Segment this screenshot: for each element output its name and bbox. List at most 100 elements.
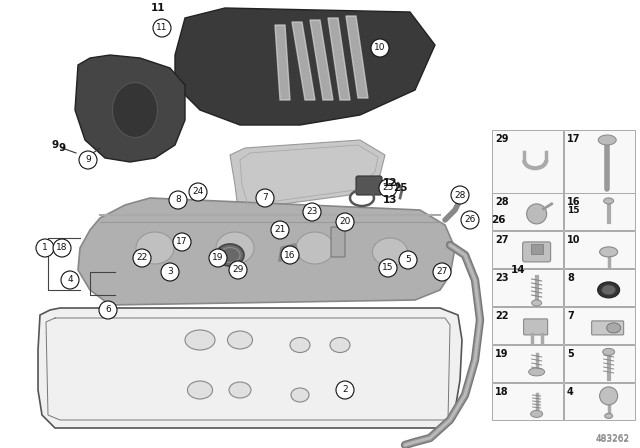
Circle shape [161,263,179,281]
Circle shape [169,191,187,209]
Text: 27: 27 [436,267,448,276]
Text: 17: 17 [567,134,580,144]
Bar [564,383,635,420]
Text: 22: 22 [136,254,148,263]
Text: 29: 29 [495,134,509,144]
Text: 13: 13 [383,195,397,205]
Ellipse shape [532,300,541,306]
Bar [531,244,543,254]
FancyBboxPatch shape [591,321,623,335]
Circle shape [53,239,71,257]
Ellipse shape [603,349,614,355]
Circle shape [79,151,97,169]
Text: 15: 15 [567,206,579,215]
Text: 9: 9 [58,143,65,153]
Ellipse shape [598,282,620,298]
Text: 11: 11 [156,23,168,33]
Circle shape [173,233,191,251]
Ellipse shape [330,337,350,353]
Polygon shape [275,25,290,100]
Text: 29: 29 [232,266,244,275]
Text: 22: 22 [495,311,509,321]
Text: 19: 19 [495,349,509,359]
Ellipse shape [600,247,618,257]
Text: 25: 25 [393,183,407,193]
Text: 5: 5 [405,255,411,264]
Ellipse shape [216,232,254,264]
Bar [492,307,563,344]
Bar [564,130,635,193]
Polygon shape [75,55,185,162]
Ellipse shape [227,331,253,349]
Text: 9: 9 [51,140,59,150]
Text: 12: 12 [383,178,397,188]
Text: 23: 23 [307,207,317,216]
Ellipse shape [531,410,543,418]
Text: 11: 11 [151,3,165,13]
Text: 26: 26 [464,215,476,224]
Circle shape [336,381,354,399]
Bar [492,345,563,382]
Text: 25: 25 [382,184,394,193]
Text: 15: 15 [382,263,394,272]
Circle shape [209,249,227,267]
FancyBboxPatch shape [523,242,550,262]
Polygon shape [38,308,462,428]
Text: 28: 28 [495,197,509,207]
Bar [564,193,635,230]
Circle shape [371,39,389,57]
Text: 10: 10 [374,43,386,52]
Polygon shape [175,8,435,125]
Polygon shape [78,198,455,305]
Text: 20: 20 [339,217,351,227]
Circle shape [133,249,151,267]
Circle shape [461,211,479,229]
Circle shape [229,261,247,279]
Text: 21: 21 [275,225,285,234]
Circle shape [281,246,299,264]
Text: 16: 16 [567,197,580,207]
Circle shape [451,186,469,204]
Text: 3: 3 [167,267,173,276]
Circle shape [600,387,618,405]
Circle shape [153,19,171,37]
Text: 483262: 483262 [596,434,630,443]
Text: 9: 9 [85,155,91,164]
Ellipse shape [607,323,621,333]
FancyBboxPatch shape [331,227,345,257]
Text: 28: 28 [454,190,466,199]
Text: 8: 8 [175,195,181,204]
Bar [564,345,635,382]
Bar [492,269,563,306]
FancyBboxPatch shape [356,176,382,195]
Bar [564,269,635,306]
Circle shape [399,251,417,269]
Ellipse shape [136,232,174,264]
Text: 27: 27 [495,235,509,245]
Ellipse shape [602,285,616,295]
Text: 24: 24 [193,188,204,197]
Text: 2: 2 [342,385,348,395]
Text: 4: 4 [67,276,73,284]
Ellipse shape [605,414,612,418]
Circle shape [61,271,79,289]
Ellipse shape [113,82,157,138]
Ellipse shape [291,388,309,402]
Bar [564,231,635,268]
Polygon shape [292,22,315,100]
Text: 16: 16 [284,250,296,259]
Circle shape [527,204,547,224]
Ellipse shape [529,368,545,376]
Bar [492,130,563,193]
Text: 18: 18 [56,244,68,253]
Ellipse shape [229,382,251,398]
Polygon shape [230,140,385,210]
Text: 26: 26 [491,215,505,225]
Circle shape [271,221,289,239]
Text: 14: 14 [511,265,525,275]
Ellipse shape [185,330,215,350]
Text: 8: 8 [567,273,574,283]
Ellipse shape [372,238,408,266]
Bar [492,231,563,268]
Circle shape [99,301,117,319]
